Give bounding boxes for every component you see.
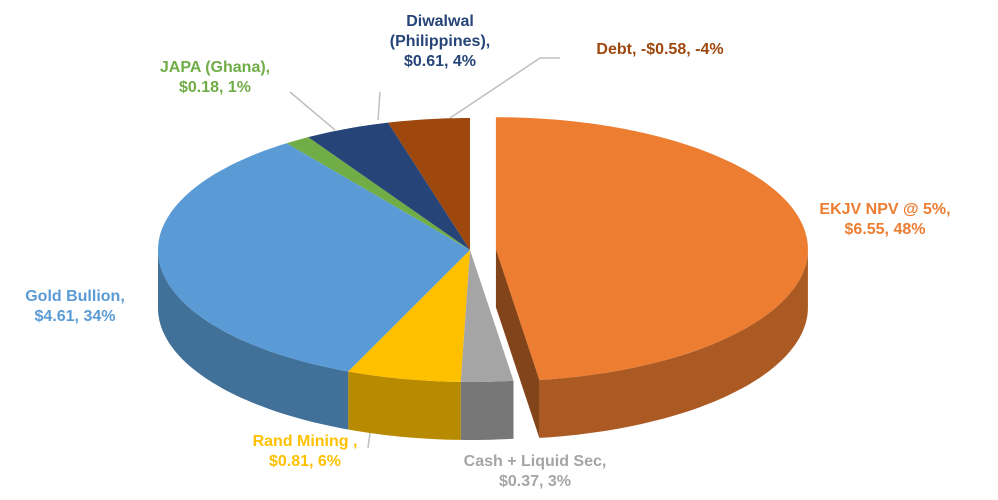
slice-value: $0.37,	[498, 473, 544, 490]
slice-percent: 48%	[893, 221, 926, 238]
slice-side	[539, 249, 808, 438]
slice-value: $0.61,	[403, 53, 449, 70]
slice-side-shade	[460, 380, 514, 440]
slice-side	[158, 250, 349, 430]
slice-percent: 4%	[452, 53, 477, 70]
slice-side	[348, 371, 461, 440]
slice-percent: 34%	[83, 308, 116, 325]
slice-side-shade	[539, 249, 808, 438]
data-label: Diwalwal (Philippines), $0.61, 4%	[370, 12, 510, 72]
data-label: Debt, -$0.58, -4%	[560, 40, 760, 60]
slice-wall-shade	[495, 249, 540, 438]
slice-value: $0.18,	[178, 79, 224, 96]
slice-percent: 1%	[227, 79, 252, 96]
slice-value: $6.55,	[844, 221, 889, 238]
slice	[348, 250, 470, 382]
slice-name: JAPA (Ghana),	[159, 59, 271, 76]
data-label: JAPA (Ghana), $0.18, 1%	[140, 58, 290, 98]
slice-name: EKJV NPV @ 5%,	[819, 201, 951, 218]
data-label: Rand Mining , $0.81, 6%	[220, 432, 390, 472]
slice-percent: 6%	[317, 453, 342, 470]
data-label: EKJV NPV @ 5%, $6.55, 48%	[800, 200, 970, 240]
slice	[158, 143, 470, 372]
slice-sides	[158, 249, 808, 440]
leader-line	[449, 57, 560, 119]
slice-value: $4.61,	[34, 308, 79, 325]
data-label: Cash + Liquid Sec, $0.37, 3%	[430, 452, 640, 492]
slice-percent: -4%	[695, 41, 724, 58]
leader-line	[377, 91, 381, 121]
slice-name: Debt,	[596, 41, 637, 58]
slice-value: $0.81,	[268, 453, 314, 470]
slice	[388, 118, 470, 250]
data-label: Gold Bullion, $4.61, 34%	[0, 287, 150, 327]
slice	[495, 117, 808, 380]
slice-wall	[495, 249, 540, 438]
slice-side-shade	[158, 250, 349, 430]
leader-line	[289, 91, 336, 131]
slice-tops	[158, 117, 808, 382]
slice	[460, 250, 514, 382]
slice	[308, 122, 470, 250]
slice-name: Diwalwal (Philippines),	[389, 13, 491, 50]
slice-name: Rand Mining ,	[252, 433, 358, 450]
slice-value: -$0.58,	[640, 41, 691, 58]
slice-percent: 3%	[547, 473, 572, 490]
slice-name: Gold Bullion,	[25, 288, 125, 305]
slice	[286, 137, 470, 250]
slice-side	[460, 380, 514, 440]
slice-name: Cash + Liquid Sec,	[463, 453, 607, 470]
slice-side-shade	[348, 371, 461, 440]
